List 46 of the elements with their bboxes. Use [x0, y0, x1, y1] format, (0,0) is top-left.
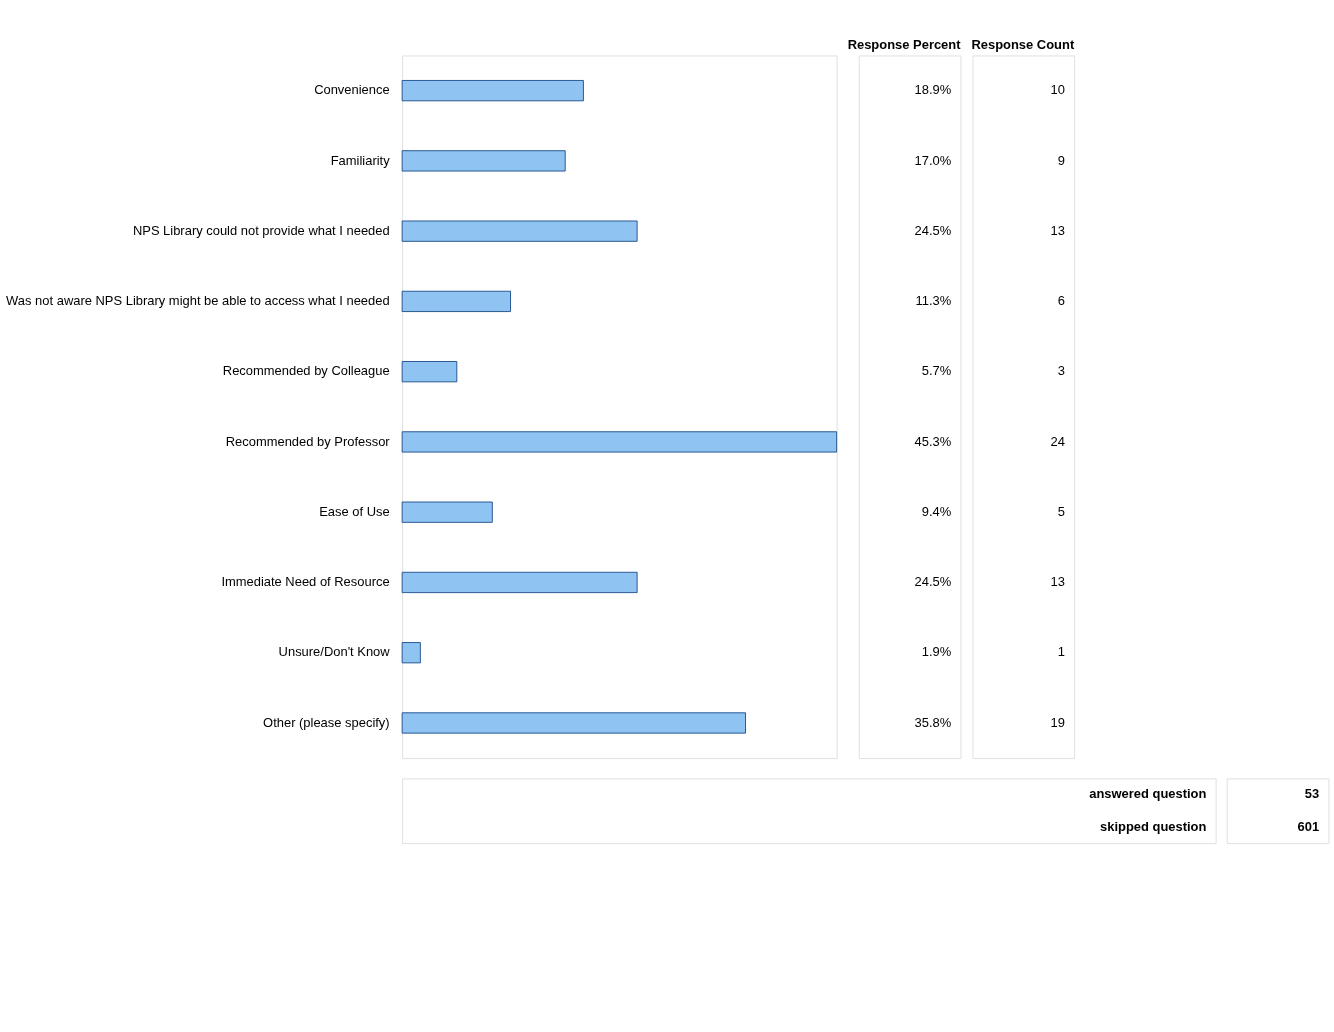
text: 10 — [1050, 82, 1065, 98]
y-tick-label: NPS Library could not provide what I needed — [132, 222, 390, 238]
y-tick-label: Recommended by Professor — [225, 433, 391, 449]
text: 24 — [1050, 433, 1065, 449]
text: 19 — [1050, 714, 1065, 730]
y-tick-label: Unsure/Don't Know — [278, 644, 391, 660]
data-label: 9.4% — [921, 503, 952, 519]
text: 9 — [1057, 152, 1065, 168]
data-label: 18.9% — [914, 82, 952, 98]
bar — [401, 571, 638, 594]
data-label: 45.3% — [914, 433, 952, 449]
bar — [401, 220, 638, 242]
y-tick-label: Recommended by Colleague — [222, 363, 390, 379]
text: 13 — [1050, 222, 1065, 238]
bar — [401, 501, 493, 523]
y-tick-label: Other (please specify) — [263, 714, 390, 730]
text: 13 — [1050, 574, 1065, 590]
data-label: 11.3% — [915, 293, 952, 309]
y-tick-label: Familiarity — [330, 152, 391, 168]
text: 3 — [1057, 363, 1065, 379]
data-label: 24.5% — [914, 574, 952, 590]
data-label: 17.0% — [914, 152, 952, 168]
bar — [401, 642, 421, 664]
text: skipped question — [1100, 818, 1207, 834]
y-tick-label: Ease of Use — [319, 503, 390, 519]
bar — [401, 290, 511, 313]
text: 6 — [1057, 293, 1065, 309]
bar — [401, 361, 458, 383]
data-label: 1.9% — [921, 644, 952, 660]
text: answered question — [1089, 786, 1207, 802]
y-tick-label: Was not aware NPS Library might be able to access what I needed — [6, 293, 390, 309]
bar — [401, 150, 566, 172]
y-tick-label: Convenience — [314, 82, 390, 98]
data-label: 5.7% — [921, 363, 952, 379]
x-axis-title: Response Percent — [847, 37, 962, 53]
y-tick-label: Immediate Need of Resource — [221, 574, 390, 590]
data-label: 35.8% — [914, 714, 952, 730]
text: 5 — [1057, 503, 1065, 519]
data-label: 24.5% — [914, 222, 952, 238]
bar — [401, 80, 584, 102]
text: 601 — [1297, 818, 1320, 834]
text: Response Count — [971, 37, 1075, 53]
text: 53 — [1304, 786, 1320, 802]
bar — [401, 431, 838, 453]
text: 1 — [1057, 644, 1065, 660]
bar — [401, 712, 746, 734]
